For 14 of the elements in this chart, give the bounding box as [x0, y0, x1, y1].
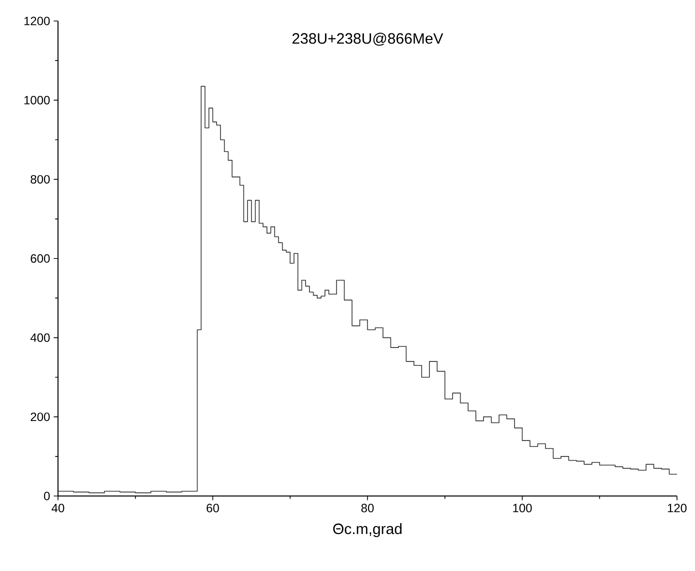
- y-tick-label: 800: [30, 175, 50, 184]
- y-tick-label: 1200: [24, 16, 50, 26]
- x-tick-label: 100: [513, 504, 532, 512]
- x-tick-label: 120: [668, 504, 687, 512]
- x-tick-label: 60: [206, 504, 219, 512]
- x-tick-label: 80: [361, 504, 374, 512]
- y-tick-label: 200: [30, 412, 50, 422]
- x-tick-label: 40: [52, 504, 64, 512]
- y-tick-label: 0: [44, 492, 50, 500]
- y-tick-label: 400: [30, 333, 50, 342]
- text: 238U+238U@866MeV: [292, 32, 444, 46]
- y-tick-label: 1000: [24, 96, 50, 104]
- y-tick-label: 600: [30, 254, 50, 263]
- x-axis-title: Θc.m,grad: [333, 523, 402, 538]
